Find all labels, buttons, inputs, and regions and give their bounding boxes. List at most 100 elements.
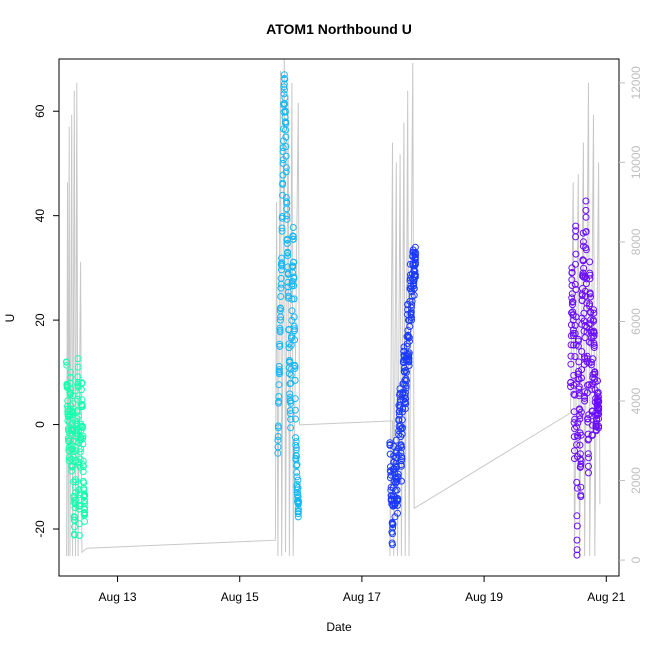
data-point [584,430,592,438]
data-point [394,495,402,503]
data-point [281,108,289,116]
data-point [571,280,579,288]
data-point [577,457,585,464]
data-point [590,329,598,337]
secondary-series [66,58,601,557]
data-point [287,371,295,379]
data-point [291,365,299,372]
data-point [408,316,415,324]
data-point [583,389,591,397]
data-point [572,260,579,268]
data-point [291,376,299,384]
data-point [72,478,80,486]
data-point [74,379,82,387]
data-point [278,227,286,235]
data-point [79,457,87,465]
data-point [395,415,403,423]
data-point [286,407,294,414]
data-point [590,309,598,317]
data-point [581,394,589,402]
data-point [595,415,603,423]
data-point [284,249,292,257]
data-point [567,352,575,360]
series-2 [274,71,302,521]
x-axis: Aug 13 Aug 15 Aug 17 Aug 19 Aug 21 [99,576,626,604]
y2-tick-label: 10000 [629,145,643,179]
data-point [284,269,292,277]
y2-tick-label: 12000 [629,66,643,100]
data-point [283,215,291,223]
data-point [582,206,590,214]
data-point [277,316,284,324]
data-point [71,523,78,531]
data-point [275,381,283,389]
data-point [291,362,299,370]
data-point [586,258,594,266]
data-point [573,441,581,449]
data-point [274,443,282,451]
data-point [405,349,413,357]
data-point [68,430,76,438]
data-point [410,285,418,293]
data-point [281,86,288,94]
data-point [393,478,401,485]
y-axis-right: 0 2000 4000 6000 8000 10000 12000 [619,66,643,563]
data-point [286,390,294,398]
data-point [586,290,594,298]
data-point [283,199,291,207]
data-point [282,133,290,141]
data-point [569,298,577,306]
y2-tick-label: 0 [629,556,643,563]
data-point [575,383,583,391]
data-point [582,213,590,221]
data-point [573,512,581,520]
data-point [70,513,78,521]
data-point [294,484,302,492]
data-point [284,252,292,260]
data-point [281,75,289,83]
data-point [585,462,592,470]
y-tick-label: 40 [33,209,47,223]
data-point [63,361,71,369]
data-point [285,358,293,366]
data-point [571,447,578,455]
data-point [290,258,298,266]
data-point [81,517,88,525]
x-tick-label: Aug 21 [587,590,625,604]
data-point [572,286,580,293]
data-point [569,301,576,309]
data-point [405,358,413,366]
data-point [290,313,298,321]
series-4 [567,197,603,559]
data-point [291,406,299,414]
data-point [294,476,302,484]
data-point [394,473,402,481]
data-point [290,275,298,282]
data-point [294,508,302,516]
data-point [403,377,410,384]
data-point [398,455,406,462]
data-point [69,408,77,416]
data-point [571,425,579,433]
data-point [585,469,592,477]
data-point [74,392,82,400]
data-point [70,530,78,538]
data-point [278,224,286,232]
data-point [568,269,576,276]
data-point [405,362,413,369]
data-point [399,405,407,413]
data-point [81,492,88,500]
y2-tick-label: 6000 [629,308,643,335]
data-point [280,71,288,79]
data-point [389,524,397,532]
data-point [389,541,396,549]
data-point [72,476,79,484]
data-point [578,374,585,382]
data-point [401,394,409,402]
data-point [81,509,88,516]
data-point [574,342,582,350]
data-point [585,338,593,346]
data-point [284,278,292,286]
data-point [398,444,406,451]
